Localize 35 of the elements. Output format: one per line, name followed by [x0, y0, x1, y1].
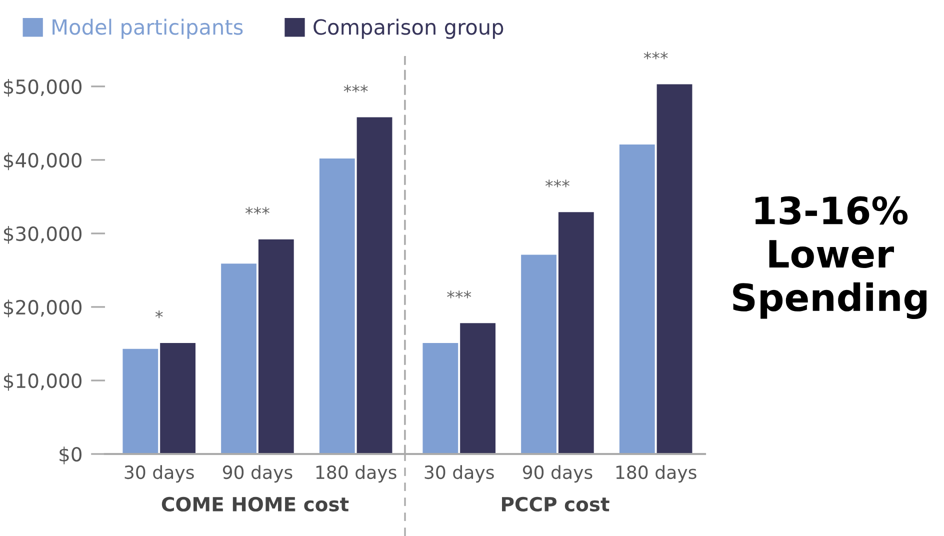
bar: [460, 323, 496, 454]
y-tick-label: $30,000: [4, 226, 82, 244]
y-tick-label: $40,000: [4, 152, 82, 170]
bar: [319, 158, 355, 454]
x-axis-title: PCCP cost: [502, 496, 610, 512]
bar: [356, 117, 392, 454]
x-tick-label: 180 days: [316, 465, 396, 483]
x-tick-label: 180 days: [616, 465, 696, 483]
legend-label: Model participants: [52, 18, 243, 39]
legend-label: Comparison group: [314, 18, 504, 39]
y-tick-label: $0: [60, 446, 82, 464]
bar: [619, 144, 655, 454]
annotation: ***: [545, 180, 570, 188]
x-tick-label: 90 days: [222, 465, 292, 483]
y-tick-label: $10,000: [4, 373, 82, 391]
annotation: ***: [644, 52, 668, 60]
annotation: *: [155, 310, 163, 318]
annotation: ***: [245, 206, 270, 214]
bar: [656, 84, 692, 454]
bar: [521, 254, 556, 454]
y-tick-label: $20,000: [4, 300, 82, 318]
x-axis-title: COME HOME cost: [162, 496, 349, 512]
bar: [558, 212, 594, 454]
annotation: ***: [447, 290, 472, 298]
bar: [122, 348, 158, 454]
x-tick-label: 30 days: [124, 465, 194, 483]
bar: [422, 342, 458, 454]
bar: [221, 264, 256, 454]
bar: [258, 239, 294, 454]
x-tick-label: 90 days: [522, 465, 592, 483]
bar: [160, 342, 196, 454]
text: 13-16% Lower Spending: [733, 196, 926, 319]
x-tick-label: 30 days: [424, 465, 494, 483]
y-tick-label: $50,000: [4, 79, 82, 97]
annotation: ***: [344, 84, 368, 92]
